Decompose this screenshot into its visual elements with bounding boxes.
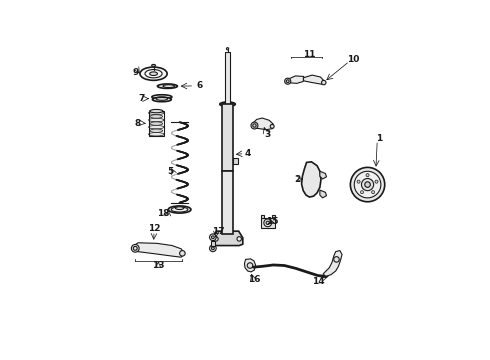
Bar xyxy=(225,51,230,104)
Ellipse shape xyxy=(175,207,184,210)
Ellipse shape xyxy=(220,102,235,107)
Circle shape xyxy=(247,263,253,268)
Circle shape xyxy=(350,167,385,202)
Ellipse shape xyxy=(172,207,188,212)
Text: 2: 2 xyxy=(294,175,301,184)
Bar xyxy=(222,104,233,171)
Text: 1: 1 xyxy=(376,134,382,143)
Text: 13: 13 xyxy=(152,261,165,270)
Text: 15: 15 xyxy=(267,217,279,226)
Ellipse shape xyxy=(148,118,164,122)
Ellipse shape xyxy=(151,64,155,66)
Bar xyxy=(233,158,238,164)
Text: 18: 18 xyxy=(157,209,170,218)
Circle shape xyxy=(210,234,216,240)
Bar xyxy=(211,241,215,246)
Circle shape xyxy=(361,191,364,194)
Polygon shape xyxy=(301,162,321,197)
Ellipse shape xyxy=(148,111,164,114)
Polygon shape xyxy=(323,251,342,276)
Polygon shape xyxy=(252,118,273,130)
Bar xyxy=(222,171,233,234)
Ellipse shape xyxy=(148,132,164,136)
Ellipse shape xyxy=(152,97,171,102)
Ellipse shape xyxy=(226,48,229,50)
Circle shape xyxy=(371,191,375,194)
Circle shape xyxy=(212,247,214,250)
Circle shape xyxy=(270,125,274,128)
Circle shape xyxy=(214,237,218,241)
Text: 9: 9 xyxy=(132,68,139,77)
Polygon shape xyxy=(212,231,243,246)
Ellipse shape xyxy=(150,109,163,113)
Ellipse shape xyxy=(150,122,163,125)
Text: 8: 8 xyxy=(135,118,141,127)
Text: 6: 6 xyxy=(196,81,203,90)
Ellipse shape xyxy=(251,122,258,129)
Ellipse shape xyxy=(140,67,167,80)
Circle shape xyxy=(210,245,216,252)
Circle shape xyxy=(321,80,326,85)
Circle shape xyxy=(362,179,374,191)
Ellipse shape xyxy=(150,115,163,118)
Text: 7: 7 xyxy=(139,94,145,103)
Text: 11: 11 xyxy=(303,50,316,59)
Polygon shape xyxy=(133,243,184,257)
Polygon shape xyxy=(245,259,256,272)
Circle shape xyxy=(375,180,378,183)
Text: 17: 17 xyxy=(212,227,224,236)
Circle shape xyxy=(131,244,139,252)
Ellipse shape xyxy=(152,95,172,99)
Ellipse shape xyxy=(149,72,157,76)
Bar xyxy=(148,111,164,136)
Circle shape xyxy=(365,182,370,187)
Text: 14: 14 xyxy=(312,276,324,285)
Circle shape xyxy=(212,236,214,239)
Circle shape xyxy=(357,180,360,183)
Circle shape xyxy=(237,237,242,241)
Polygon shape xyxy=(320,190,326,198)
Text: 3: 3 xyxy=(264,130,270,139)
Ellipse shape xyxy=(168,206,191,213)
Bar xyxy=(261,218,275,228)
Ellipse shape xyxy=(285,78,291,84)
Ellipse shape xyxy=(150,129,163,132)
Circle shape xyxy=(334,257,339,262)
Ellipse shape xyxy=(264,219,271,227)
Bar xyxy=(261,215,264,218)
Bar xyxy=(272,215,275,218)
Text: 4: 4 xyxy=(245,149,251,158)
Polygon shape xyxy=(287,76,304,84)
Ellipse shape xyxy=(266,221,270,225)
Polygon shape xyxy=(303,75,324,84)
Text: 16: 16 xyxy=(247,275,260,284)
Circle shape xyxy=(354,171,381,198)
Ellipse shape xyxy=(148,125,164,129)
Text: 12: 12 xyxy=(148,224,160,233)
Text: 10: 10 xyxy=(347,55,360,64)
Polygon shape xyxy=(320,171,326,179)
Text: 5: 5 xyxy=(167,167,173,176)
Ellipse shape xyxy=(157,84,177,89)
Ellipse shape xyxy=(222,103,233,105)
Circle shape xyxy=(366,174,369,177)
Circle shape xyxy=(180,251,185,256)
